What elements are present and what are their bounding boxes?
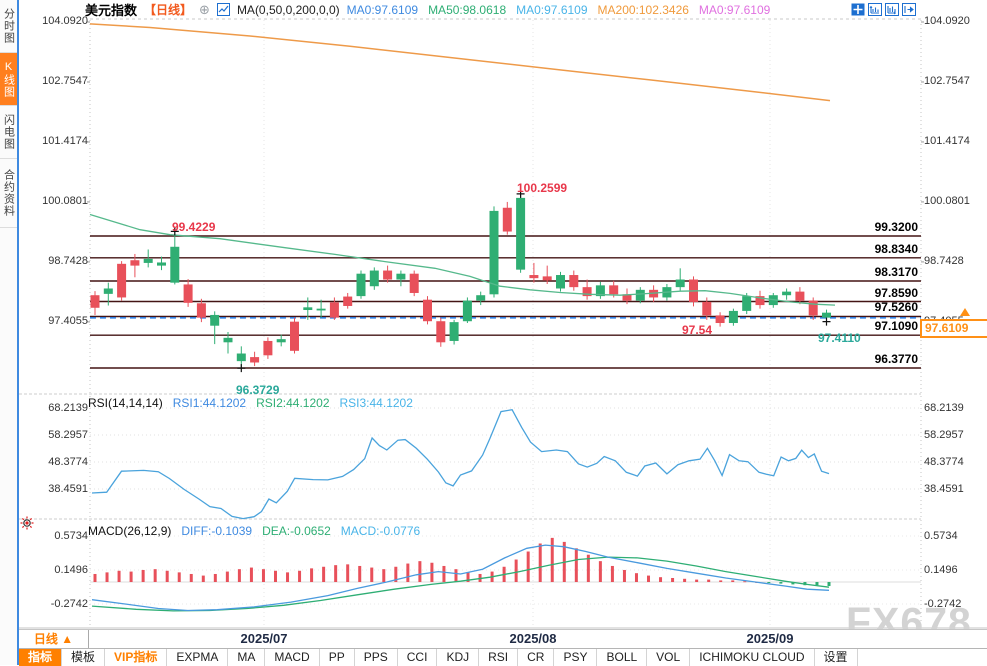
price-annotation: 96.3729 (236, 383, 280, 397)
tab-指标[interactable]: 指标 (19, 649, 63, 666)
level-label: 98.3170 (874, 264, 918, 279)
price-annotation: 97.54 (682, 323, 713, 337)
symbol-title: 美元指数 (85, 3, 138, 18)
price-annotation: 100.2599 (517, 181, 568, 195)
rsi-axis-label-left: 58.2957 (48, 428, 88, 441)
crosshair-icon[interactable] (851, 3, 865, 16)
macd-name[interactable]: MACD(26,12,9) (88, 524, 172, 538)
macd-axis-label-right: 0.5734 (924, 530, 958, 542)
indicator-value-label: DIFF:-0.1039 (181, 524, 253, 538)
x-axis-scale-icon[interactable] (885, 3, 899, 16)
rsi-axis-label-right: 48.3774 (924, 455, 964, 468)
price-axis-label-left: 100.0801 (42, 194, 88, 207)
level-label: 97.8590 (874, 285, 918, 300)
tab-MA[interactable]: MA (228, 649, 266, 666)
ma-settings-label[interactable]: MA(0,50,0,200,0,0) (236, 2, 340, 17)
tab-CCI[interactable]: CCI (398, 649, 438, 666)
price-annotation: 99.4229 (172, 220, 216, 234)
tab-VOL[interactable]: VOL (647, 649, 691, 666)
ma-value-label: MA200:102.3426 (597, 2, 689, 17)
rsi-name[interactable]: RSI(14,14,14) (88, 396, 163, 410)
chart-header: 美元指数 【日线】 ⊕ MA(0,50,0,200,0,0) MA0:97.61… (85, 1, 771, 19)
price-axis-label-left: 102.7547 (42, 74, 88, 87)
tab-VIP指标[interactable]: VIP指标 (105, 649, 168, 666)
rsi-axis-label-right: 38.4591 (924, 483, 964, 495)
macd-axis-label-right: -0.2742 (924, 598, 962, 610)
tab-ICHIMOKU CLOUD[interactable]: ICHIMOKU CLOUD (690, 649, 815, 666)
y-axis-scale-icon[interactable] (868, 3, 882, 16)
price-axis-label-right: 100.0801 (924, 194, 970, 207)
chart-toolbar (851, 3, 916, 16)
add-compare-icon[interactable]: ⊕ (199, 1, 210, 17)
price-axis-label-right: 101.4174 (924, 134, 970, 147)
price-axis-label-right: 104.0920 (924, 15, 970, 27)
period-badge: 【日线】 (144, 3, 193, 17)
indicator-value-label: RSI3:44.1202 (339, 396, 413, 410)
indicator-flash-icon[interactable] (20, 516, 34, 530)
level-label: 98.8340 (874, 241, 918, 256)
price-axis-label-left: 101.4174 (42, 134, 88, 147)
x-axis-date-label: 2025/08 (509, 631, 557, 646)
chart-type-sidebar: 分时图 K线图 闪电图 合约资料 (0, 0, 19, 665)
price-axis-label-left: 104.0920 (42, 15, 88, 27)
ma-value-label: MA0:97.6109 (698, 2, 771, 17)
sidebar-item-分时图[interactable]: 分时图 (0, 0, 17, 53)
tab-EXPMA[interactable]: EXPMA (167, 649, 229, 666)
price-arrow-icon (960, 308, 970, 316)
rsi-header: RSI(14,14,14) RSI1:44.1202 RSI2:44.1202 RS… (88, 396, 413, 410)
ma-value-label: MA50:98.0618 (428, 2, 507, 17)
ma-value-label: MA0:97.6109 (346, 2, 419, 17)
tab-BOLL[interactable]: BOLL (597, 649, 648, 666)
rsi-axis-label-left: 48.3774 (48, 455, 88, 468)
indicator-value-label: RSI2:44.1202 (256, 396, 330, 410)
rsi-axis-label-right: 58.2957 (924, 428, 964, 441)
tab-PPS[interactable]: PPS (355, 649, 398, 666)
indicator-value-label: MACD:-0.0776 (340, 524, 421, 538)
level-label: 97.5260 (874, 300, 918, 315)
tab-模板[interactable]: 模板 (62, 649, 106, 666)
rsi-axis-label-right: 68.2139 (924, 402, 964, 414)
tab-CR[interactable]: CR (518, 649, 555, 666)
scroll-right-icon[interactable] (902, 3, 916, 16)
x-axis-date-label: 2025/07 (240, 631, 288, 646)
timeframe-selector[interactable]: 日线 ▲ (19, 630, 89, 648)
macd-axis-label-right: 0.1496 (924, 564, 958, 576)
price-axis-label-right: 98.7428 (924, 254, 964, 267)
indicator-value-label: DEA:-0.0652 (262, 524, 331, 538)
price-annotation: 97.4110 (818, 331, 861, 345)
macd-header: MACD(26,12,9) DIFF:-0.1039 DEA:-0.0652 MAC… (88, 524, 420, 538)
level-label: 97.1090 (874, 319, 918, 334)
ma-value-label: MA0:97.6109 (516, 2, 588, 17)
tab-RSI[interactable]: RSI (479, 649, 519, 666)
tab-PSY[interactable]: PSY (554, 649, 598, 666)
sidebar-item-K线图[interactable]: K线图 (0, 53, 17, 106)
price-axis-label-left: 97.4055 (48, 314, 88, 327)
macd-axis-label-left: 0.1496 (54, 564, 88, 576)
current-price-tag: 97.6109 (920, 319, 987, 338)
indicator-tabbar: 指标 模板 VIP指标 EXPMA MA MACD PP PPS CCI KDJ RSI CR PSY B… (19, 648, 987, 666)
rsi-axis-label-left: 38.4591 (48, 483, 88, 495)
price-axis-label-right: 102.7547 (924, 74, 970, 87)
macd-axis-label-left: 0.5734 (54, 530, 88, 542)
line-chart-icon[interactable] (216, 3, 230, 16)
indicator-value-label: RSI1:44.1202 (172, 396, 247, 410)
level-label: 99.3200 (874, 220, 918, 234)
ma-values: MA0:97.6109 MA50:98.0618 MA0:97.6109 MA200:… (347, 3, 771, 17)
price-axis-label-left: 98.7428 (48, 254, 88, 267)
tab-设置[interactable]: 设置 (815, 649, 858, 666)
x-axis-date-label: 2025/09 (746, 631, 794, 646)
tab-PP[interactable]: PP (320, 649, 355, 666)
rsi-axis-label-left: 68.2139 (48, 402, 88, 414)
rsi-values: RSI1:44.1202 RSI2:44.1202 RSI3:44.1202 (173, 396, 413, 410)
level-label: 96.3770 (874, 352, 918, 366)
macd-values: DIFF:-0.1039 DEA:-0.0652 MACD:-0.0776 (181, 524, 420, 538)
sidebar-item-合约资料[interactable]: 合约资料 (0, 159, 17, 228)
macd-axis-label-left: -0.2742 (50, 598, 88, 610)
tab-KDJ[interactable]: KDJ (437, 649, 480, 666)
x-axis-strip: 日线 ▲ 2025/07 2025/08 2025/09 (19, 629, 987, 649)
tab-MACD[interactable]: MACD (265, 649, 320, 666)
sidebar-item-闪电图[interactable]: 闪电图 (0, 106, 17, 159)
